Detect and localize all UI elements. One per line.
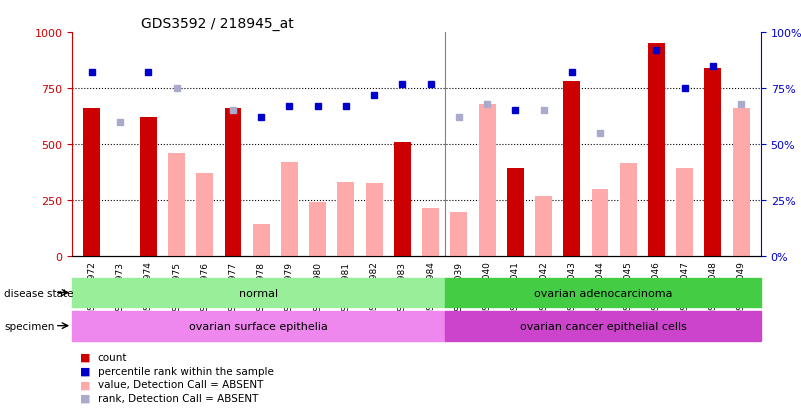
Text: ■: ■ xyxy=(80,352,91,362)
Bar xyxy=(83,109,100,256)
Bar xyxy=(253,225,270,256)
Bar xyxy=(648,44,665,256)
Text: count: count xyxy=(98,352,127,362)
Bar xyxy=(676,169,693,256)
Bar xyxy=(445,311,761,341)
Bar xyxy=(563,82,580,256)
Bar xyxy=(620,164,637,256)
Bar xyxy=(366,183,383,256)
Bar xyxy=(733,109,750,256)
Text: ovarian adenocarcinoma: ovarian adenocarcinoma xyxy=(533,288,672,298)
Text: ■: ■ xyxy=(80,366,91,376)
Bar xyxy=(705,69,722,256)
Text: percentile rank within the sample: percentile rank within the sample xyxy=(98,366,274,376)
Bar xyxy=(479,104,496,256)
Text: value, Detection Call = ABSENT: value, Detection Call = ABSENT xyxy=(98,380,263,389)
Bar xyxy=(450,213,467,256)
Bar xyxy=(422,208,439,256)
Bar xyxy=(507,169,524,256)
Text: disease state: disease state xyxy=(4,288,74,298)
Text: normal: normal xyxy=(239,288,278,298)
Bar xyxy=(168,154,185,256)
Bar xyxy=(140,118,157,256)
Text: ■: ■ xyxy=(80,393,91,403)
Text: ■: ■ xyxy=(80,380,91,389)
Bar xyxy=(535,197,552,256)
Bar xyxy=(281,162,298,256)
Bar xyxy=(592,189,609,256)
Bar xyxy=(337,183,354,256)
Text: rank, Detection Call = ABSENT: rank, Detection Call = ABSENT xyxy=(98,393,258,403)
Bar xyxy=(72,311,445,341)
Bar xyxy=(224,109,241,256)
Text: specimen: specimen xyxy=(4,321,54,331)
Bar xyxy=(72,278,445,308)
Text: GDS3592 / 218945_at: GDS3592 / 218945_at xyxy=(141,17,294,31)
Text: ovarian cancer epithelial cells: ovarian cancer epithelial cells xyxy=(520,321,686,331)
Bar xyxy=(394,142,411,256)
Bar xyxy=(309,202,326,256)
Text: ovarian surface epithelia: ovarian surface epithelia xyxy=(189,321,328,331)
Bar xyxy=(445,278,761,308)
Bar xyxy=(196,173,213,256)
